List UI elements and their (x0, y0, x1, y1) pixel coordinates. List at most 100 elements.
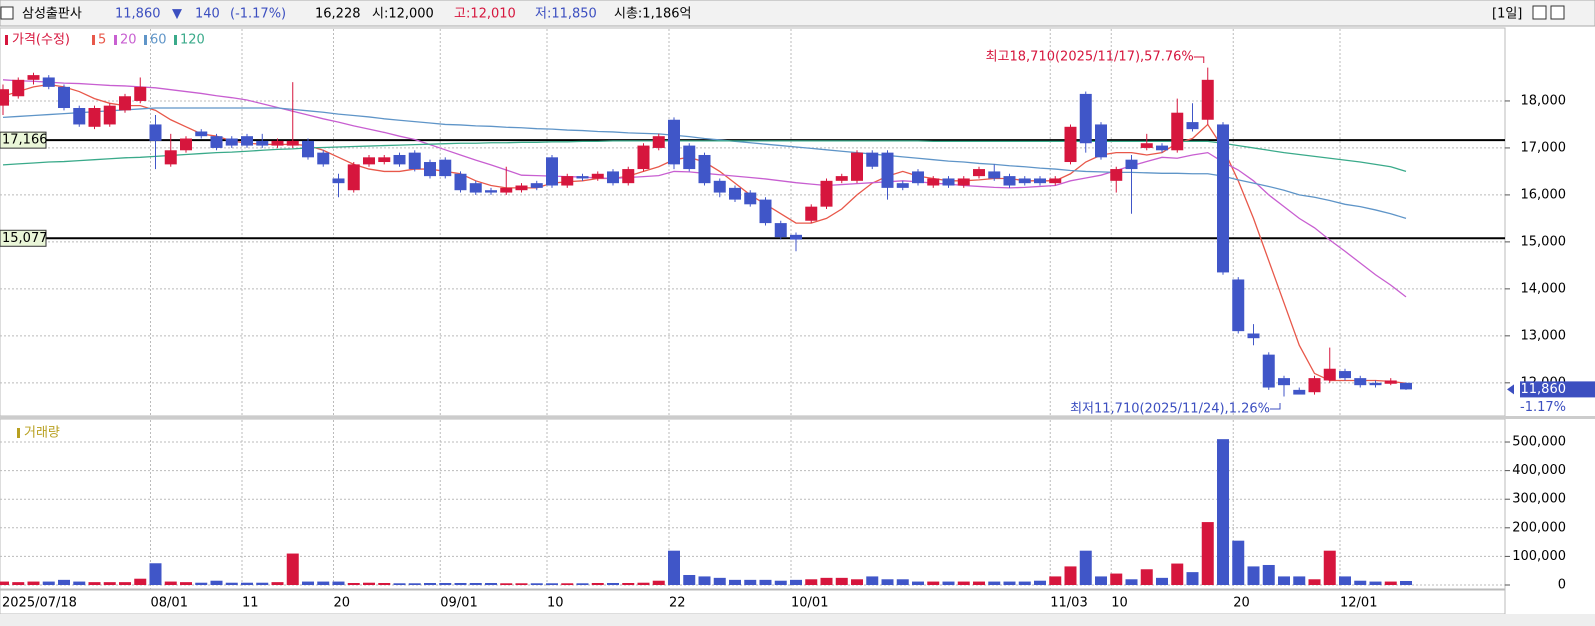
volume-bar (561, 583, 574, 585)
candle-body (546, 157, 558, 186)
candle-body (302, 140, 314, 158)
candle-body (1186, 122, 1199, 130)
candle-body (851, 152, 863, 181)
y-tick-label: 100,000 (1512, 549, 1566, 564)
volume-bar (210, 580, 223, 585)
volume-bar (286, 553, 299, 585)
candle-body (1308, 378, 1321, 393)
volume-bar (302, 581, 314, 585)
volume-bar (973, 581, 985, 585)
volume-bar (942, 581, 955, 585)
candle-body (1384, 380, 1397, 384)
volume-bar (637, 582, 650, 585)
candle-body (378, 157, 391, 163)
candle-body (393, 154, 406, 165)
volume-bar (866, 576, 879, 585)
volume-bar (881, 579, 894, 585)
volume-bar (1064, 566, 1077, 585)
volume-bar (1156, 577, 1168, 585)
x-tick-label: 2025/07/18 (2, 596, 77, 611)
volume-bar (774, 580, 787, 585)
candle-body (164, 150, 177, 165)
volume-bar (119, 582, 131, 585)
x-tick-label: 22 (669, 596, 686, 611)
candle-body (881, 152, 894, 188)
candle-body (957, 178, 970, 186)
candle-body (652, 136, 665, 148)
candle-body (515, 185, 528, 191)
high-arrow (1193, 56, 1205, 63)
volume-bar (225, 582, 238, 585)
volume-bar (530, 583, 543, 585)
candle-body (1049, 178, 1062, 184)
candle-body (408, 152, 421, 170)
candle-body (561, 176, 574, 186)
candle-body (637, 145, 650, 170)
volume-bar (180, 582, 192, 585)
volume-bar (73, 581, 86, 585)
volume-bar (1262, 564, 1275, 585)
candle-body (1095, 124, 1107, 158)
splitter (0, 416, 1595, 419)
volume-bar (256, 582, 269, 585)
volume-bar (1125, 579, 1138, 585)
candle-body (1201, 79, 1214, 120)
volume-bar (896, 579, 909, 585)
x-tick-label: 12/01 (1340, 596, 1377, 611)
candle-body (271, 140, 284, 146)
candle-body (1140, 143, 1153, 148)
close-button[interactable] (1550, 5, 1565, 20)
candle-body (286, 140, 299, 146)
legend-swatch (174, 35, 177, 45)
volume-bar (164, 581, 177, 585)
candle-body (317, 152, 330, 165)
volume-bar (759, 579, 772, 585)
candle-body (835, 176, 848, 181)
volume-bar (1171, 563, 1184, 585)
volume-bar (241, 582, 253, 585)
candle-body (790, 234, 802, 240)
candle-body (591, 173, 604, 179)
candle-body (1064, 126, 1077, 163)
checkbox[interactable] (0, 6, 14, 20)
hline-label: 15,077 (2, 231, 48, 246)
candle-body (469, 183, 482, 193)
volume-bar (729, 579, 741, 585)
volume-bar (698, 576, 711, 585)
y-tick-label: 0 (1558, 578, 1566, 593)
candle-body (530, 183, 543, 188)
candle-body (0, 89, 9, 106)
volume-bar (439, 582, 452, 585)
volume-bar (1079, 550, 1092, 585)
volume-panel (0, 418, 1506, 590)
candle-body (607, 171, 619, 184)
volume-bar (912, 581, 924, 585)
candle-body (103, 105, 116, 125)
x-tick-label: 10/01 (791, 596, 828, 611)
volume-bar (42, 581, 55, 585)
candle-body (759, 199, 772, 224)
candle-body (12, 79, 25, 97)
candle-body (241, 136, 253, 146)
volume-bar (1293, 576, 1306, 585)
high: 고:12,010 (454, 7, 516, 22)
volume-bar (988, 581, 1001, 585)
y-tick-label: 16,000 (1521, 187, 1567, 202)
volume-bar (378, 582, 391, 585)
y-tick-label: 17,000 (1521, 140, 1567, 155)
candle-body (58, 86, 70, 109)
moving-average-line (2, 107, 1407, 220)
legend-swatch (144, 35, 147, 45)
candle-body (485, 190, 497, 193)
window-button[interactable] (1532, 5, 1547, 20)
period[interactable]: [1일] (1492, 7, 1522, 22)
x-tick-label: 11 (242, 596, 259, 611)
legend-label: 거래량 (24, 426, 60, 441)
last-price-pointer (1507, 384, 1514, 395)
candle-body (195, 131, 208, 137)
volume-bar (1217, 439, 1229, 585)
volume-bar (103, 582, 116, 585)
y-tick-label: 400,000 (1512, 463, 1566, 478)
last-change-label: -1.17% (1520, 400, 1566, 415)
